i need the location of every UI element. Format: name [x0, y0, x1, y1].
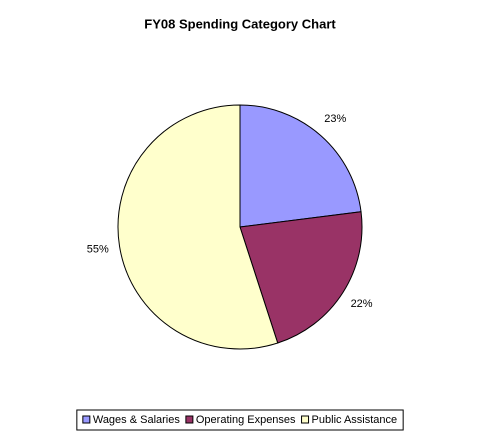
legend-box — [76, 409, 404, 431]
legend-label: Public Assistance — [312, 414, 398, 426]
legend-swatch — [301, 415, 310, 424]
legend-label: Operating Expenses — [196, 414, 296, 426]
chart-title: FY08 Spending Category Chart — [144, 16, 336, 31]
legend-label: Wages & Salaries — [93, 414, 181, 426]
legend-swatch — [185, 415, 194, 424]
legend: Wages & Salaries Operating Expenses Public… — [76, 409, 404, 431]
data-label: 22% — [351, 298, 373, 310]
pie-slice — [239, 211, 363, 344]
data-label: 23% — [324, 113, 346, 125]
pie: 23% 22% 55% — [87, 104, 373, 350]
data-label: 55% — [87, 243, 109, 255]
legend-swatch — [82, 415, 91, 424]
pie-slice — [239, 104, 362, 228]
pie-slice — [117, 104, 279, 350]
